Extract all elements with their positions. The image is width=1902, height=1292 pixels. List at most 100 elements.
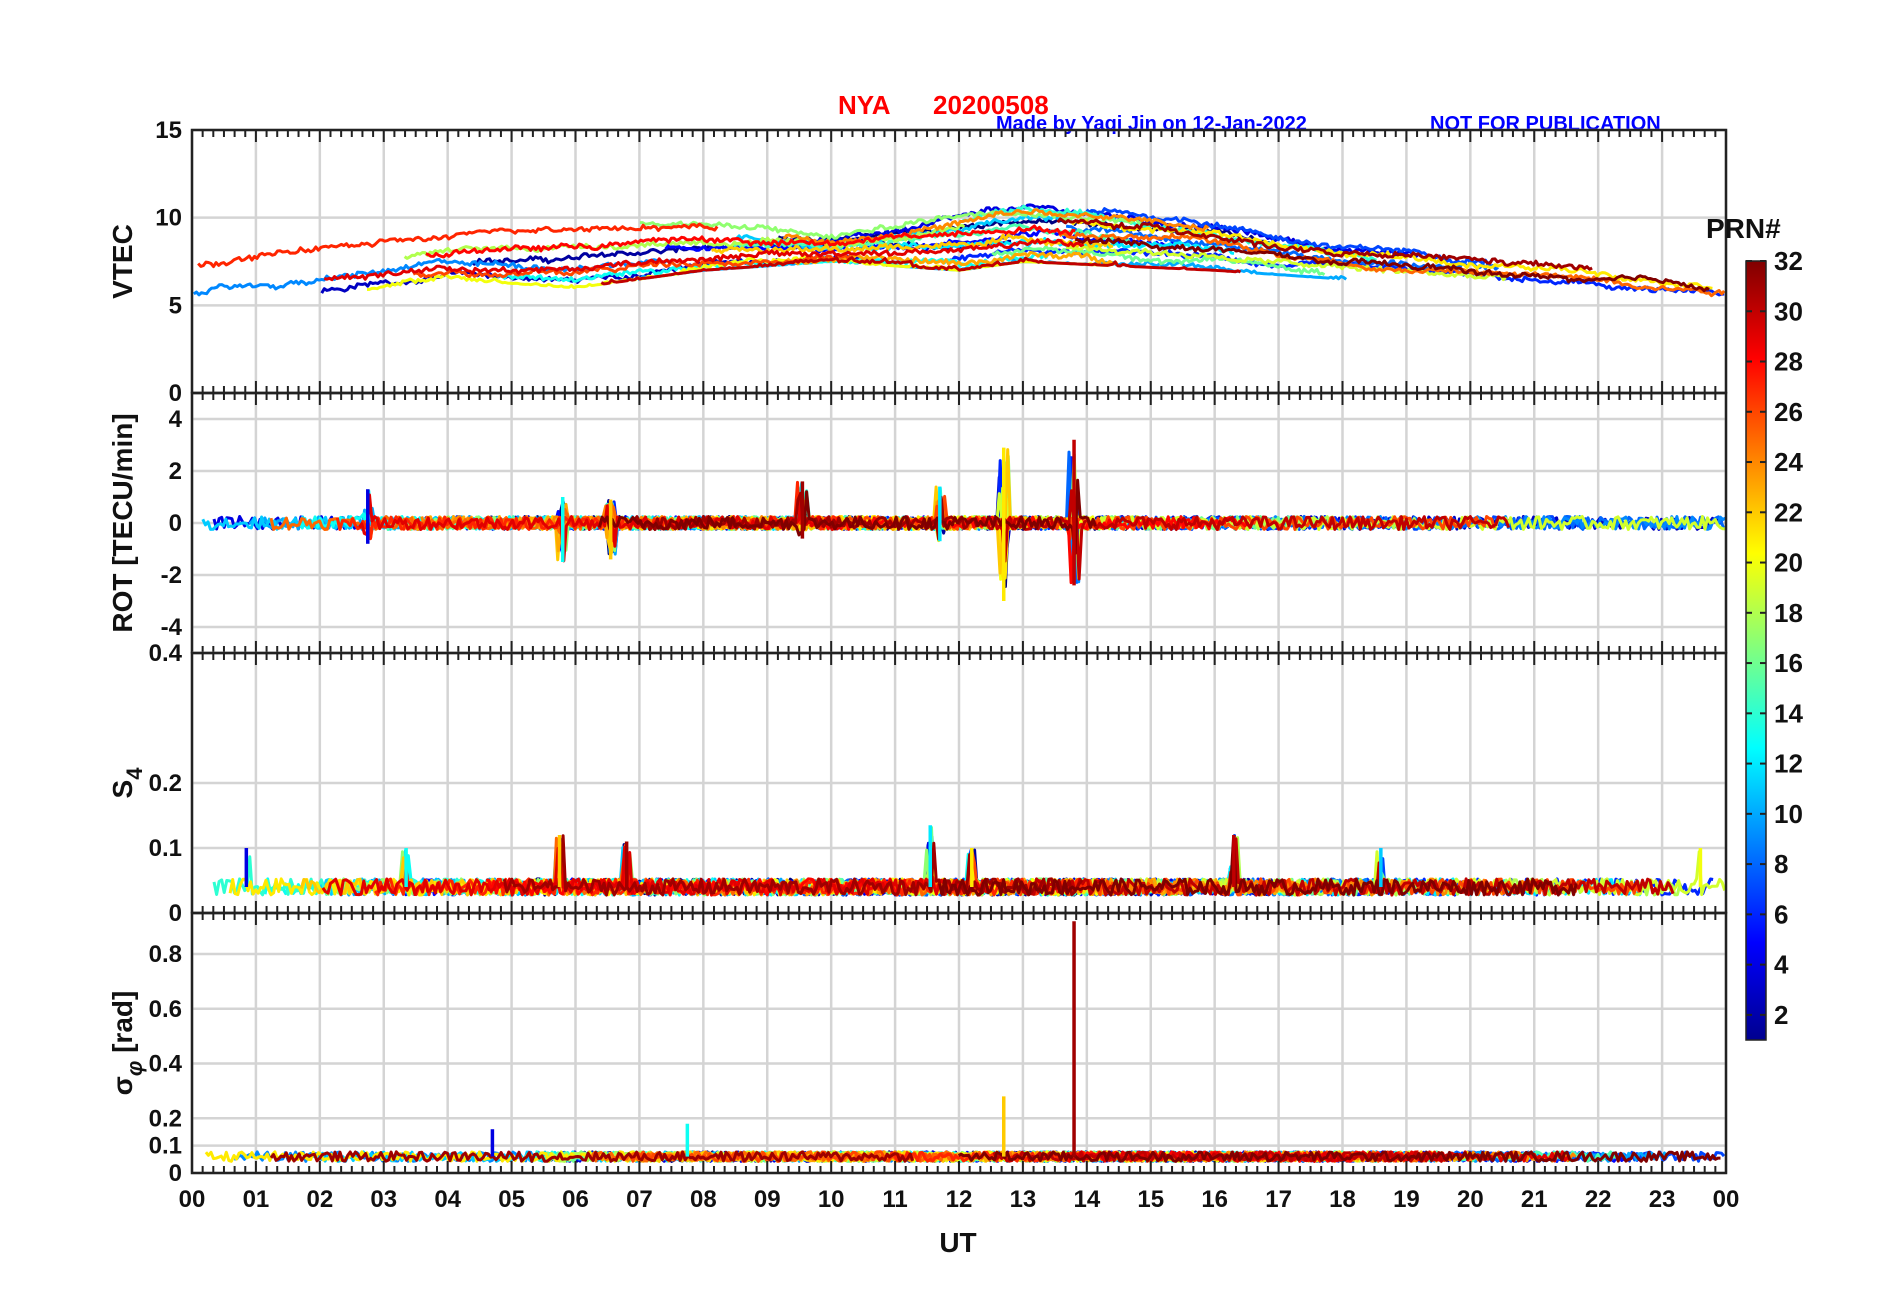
series-line-prn-25 bbox=[1058, 231, 1726, 298]
x-tick-label: 16 bbox=[1201, 1186, 1228, 1213]
series-line-prn-1 bbox=[482, 486, 1140, 588]
panel-rot: -4 -2 0 2 4 ROT [TECU/min] bbox=[107, 391, 1728, 655]
x-tick-label: 05 bbox=[498, 1186, 525, 1213]
y-tick-label: 5 bbox=[169, 292, 182, 319]
y-tick-label: 0.1 bbox=[149, 835, 182, 862]
x-tick-label: 09 bbox=[754, 1186, 781, 1213]
y-tick-label: 0.1 bbox=[149, 1133, 182, 1160]
y-axis-label: ROT [TECU/min] bbox=[107, 413, 138, 632]
x-tick-label: 21 bbox=[1521, 1186, 1548, 1213]
x-tick-label: 01 bbox=[243, 1186, 270, 1213]
x-tick-label: 17 bbox=[1265, 1186, 1292, 1213]
colorbar-tick-label: 32 bbox=[1774, 246, 1803, 276]
x-tick-label: 14 bbox=[1073, 1186, 1100, 1213]
y-tick-label: 4 bbox=[169, 406, 183, 433]
panel-s4: 0 0.1 0.2 0.4 S4 bbox=[107, 640, 1728, 927]
series-line-prn-16 bbox=[991, 244, 1326, 277]
series-line-prn-23 bbox=[786, 250, 1119, 267]
series-line-prn-7 bbox=[1085, 207, 1492, 266]
series-line-prn-31 bbox=[1056, 217, 1593, 271]
y-tick-label: 2 bbox=[169, 458, 182, 485]
x-tick-label: 12 bbox=[946, 1186, 973, 1213]
colorbar-tick-label: 30 bbox=[1774, 296, 1803, 326]
y-tick-label: 0 bbox=[169, 380, 182, 407]
series-line-prn-18 bbox=[832, 452, 1419, 552]
series-line-prn-17 bbox=[424, 454, 1066, 567]
x-tick-label: 04 bbox=[434, 1186, 461, 1213]
colorbar-tick-label: 26 bbox=[1774, 397, 1803, 427]
station-title: NYA bbox=[838, 90, 891, 120]
y-tick-label: 0.6 bbox=[149, 996, 182, 1023]
date-title: 20200508 bbox=[933, 90, 1049, 120]
y-axis-label: S4 bbox=[107, 767, 147, 799]
y-tick-label: 0.4 bbox=[149, 1051, 183, 1078]
series-line-prn-19 bbox=[916, 492, 1726, 580]
colorbar-tick-label: 16 bbox=[1774, 648, 1803, 678]
series-line-prn-24 bbox=[782, 208, 1210, 246]
colorbar-tick-label: 22 bbox=[1774, 497, 1803, 527]
x-tick-label: 06 bbox=[562, 1186, 589, 1213]
series-line-prn-32 bbox=[938, 834, 1578, 897]
x-tick-label: 10 bbox=[818, 1186, 845, 1213]
series-group bbox=[204, 921, 1726, 1163]
series-group bbox=[212, 825, 1727, 897]
panel-vtec: 0 5 10 15 VTEC bbox=[107, 117, 1728, 407]
series-group bbox=[201, 439, 1727, 601]
y-tick-label: 0 bbox=[169, 1160, 182, 1187]
x-tick-label: 22 bbox=[1585, 1186, 1612, 1213]
series-line-prn-31 bbox=[269, 1150, 915, 1163]
x-tick-label: 19 bbox=[1393, 1186, 1420, 1213]
series-line-prn-30 bbox=[1015, 837, 1675, 897]
x-tick-label: 11 bbox=[882, 1186, 907, 1213]
series-line-prn-29 bbox=[323, 237, 1085, 282]
series-line-prn-27 bbox=[335, 480, 840, 543]
colorbar-tick-label: 4 bbox=[1774, 950, 1789, 980]
series-line-prn-19 bbox=[1065, 245, 1507, 282]
x-axis-label: UT bbox=[939, 1227, 976, 1258]
y-tick-label: 0.2 bbox=[149, 1105, 182, 1132]
y-tick-label: 0 bbox=[169, 900, 182, 927]
colorbar-title: PRN# bbox=[1706, 213, 1781, 244]
colorbar-tick-label: 14 bbox=[1774, 698, 1803, 728]
y-tick-label: 0.8 bbox=[149, 941, 182, 968]
colorbar-tick-label: 28 bbox=[1774, 347, 1803, 377]
x-tick-label: 02 bbox=[306, 1186, 333, 1213]
x-tick-label: 20 bbox=[1457, 1186, 1484, 1213]
x-tick-label: 23 bbox=[1649, 1186, 1676, 1213]
colorbar-tick-label: 10 bbox=[1774, 799, 1803, 829]
colorbar-tick-label: 2 bbox=[1774, 1000, 1788, 1030]
colorbar-tick-label: 24 bbox=[1774, 447, 1803, 477]
x-tick-label: 00 bbox=[179, 1186, 206, 1213]
series-line-prn-22 bbox=[711, 233, 1114, 255]
colorbar-tick-label: 18 bbox=[1774, 598, 1803, 628]
y-tick-label: 0.4 bbox=[149, 640, 183, 667]
colorbar-tick-label: 20 bbox=[1774, 548, 1803, 578]
series-line-prn-32 bbox=[1075, 236, 1710, 293]
x-tick-label: 18 bbox=[1329, 1186, 1356, 1213]
series-line-prn-21 bbox=[676, 499, 1027, 580]
x-tick-label: 03 bbox=[370, 1186, 397, 1213]
x-tick-label: 13 bbox=[1010, 1186, 1037, 1213]
series-line-prn-12 bbox=[512, 482, 988, 541]
x-tick-label: 00 bbox=[1713, 1186, 1740, 1213]
series-line-prn-27 bbox=[197, 222, 719, 269]
x-tick-label: 07 bbox=[626, 1186, 653, 1213]
y-tick-label: 10 bbox=[155, 205, 182, 232]
series-line-prn-22 bbox=[511, 448, 1068, 575]
colorbar-tick-label: 8 bbox=[1774, 849, 1788, 879]
series-group bbox=[192, 203, 1726, 298]
y-tick-label: 0 bbox=[169, 510, 182, 537]
colorbar-tick-label: 12 bbox=[1774, 749, 1803, 779]
series-line-prn-32 bbox=[957, 1150, 1721, 1163]
y-axis-label: σφ [rad] bbox=[107, 991, 147, 1096]
y-tick-label: 15 bbox=[155, 117, 182, 144]
panel-sigma_phi: 00.10.2 0.4 0.6 0.8σφ [rad] bbox=[107, 911, 1728, 1187]
series-line-prn-32 bbox=[598, 478, 1097, 555]
colorbar-tick-label: 6 bbox=[1774, 899, 1788, 929]
series-line-prn-28 bbox=[425, 224, 1076, 259]
colorbar-gradient bbox=[1745, 260, 1767, 1041]
x-tick-label: 08 bbox=[690, 1186, 717, 1213]
